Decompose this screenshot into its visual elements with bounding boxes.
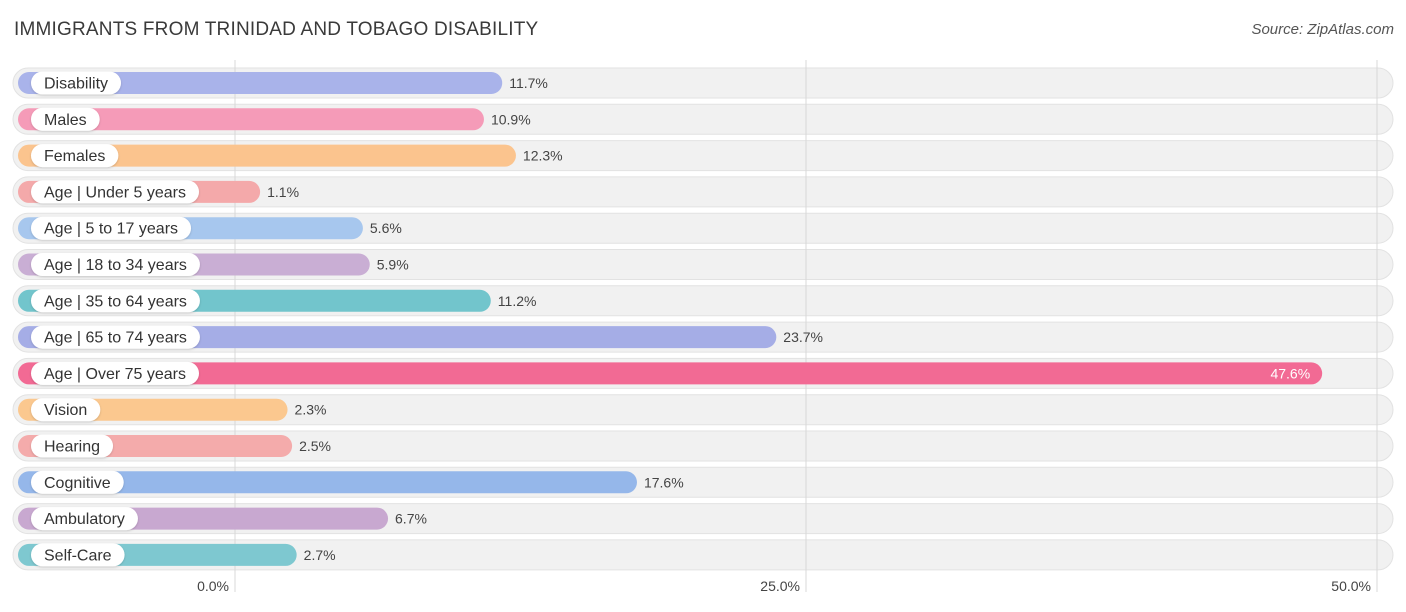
row-track bbox=[12, 539, 1394, 571]
value-label: 11.7% bbox=[509, 75, 548, 91]
category-label: Age | 18 to 34 years bbox=[44, 257, 187, 274]
category-label: Cognitive bbox=[44, 475, 111, 492]
row-track bbox=[12, 394, 1394, 426]
value-label: 47.6% bbox=[1270, 365, 1310, 381]
category-label-pill bbox=[31, 289, 200, 313]
category-label: Age | 5 to 17 years bbox=[44, 221, 178, 238]
x-tick-label: 25.0% bbox=[760, 578, 800, 594]
row-track bbox=[12, 430, 1394, 462]
category-label: Disability bbox=[44, 76, 108, 93]
category-label: Hearing bbox=[44, 439, 100, 456]
bar bbox=[18, 362, 1323, 385]
bar bbox=[18, 471, 637, 494]
category-label-pill bbox=[31, 470, 124, 494]
value-label: 2.5% bbox=[299, 438, 331, 454]
category-label-pill bbox=[31, 71, 122, 95]
category-label: Ambulatory bbox=[44, 511, 125, 528]
category-label-pill bbox=[31, 434, 114, 458]
bar bbox=[18, 72, 503, 94]
value-label: 17.6% bbox=[644, 474, 684, 490]
value-label: 1.1% bbox=[267, 184, 299, 200]
category-label-pill bbox=[31, 507, 138, 531]
value-label: 2.3% bbox=[295, 402, 327, 418]
x-tick-label: 0.0% bbox=[197, 578, 229, 594]
chart-source: Source: ZipAtlas.com bbox=[1251, 21, 1394, 38]
category-label: Females bbox=[44, 148, 105, 165]
x-tick-label: 50.0% bbox=[1331, 578, 1371, 594]
category-label-pill bbox=[31, 180, 200, 204]
value-label: 2.7% bbox=[304, 547, 336, 563]
category-label-pill bbox=[31, 253, 200, 276]
value-label: 23.7% bbox=[783, 329, 823, 345]
bar bbox=[18, 108, 484, 131]
category-label-pill bbox=[31, 107, 100, 131]
category-label-pill bbox=[31, 543, 125, 567]
value-label: 12.3% bbox=[523, 148, 563, 164]
category-label-pill bbox=[31, 398, 101, 422]
value-label: 10.9% bbox=[491, 111, 531, 127]
value-label: 6.7% bbox=[395, 511, 427, 527]
category-label: Age | Over 75 years bbox=[44, 366, 186, 383]
bar bbox=[18, 326, 777, 349]
category-label-pill bbox=[31, 325, 200, 349]
category-label: Age | Under 5 years bbox=[44, 184, 186, 201]
value-label: 5.6% bbox=[370, 220, 402, 236]
category-label-pill bbox=[31, 216, 192, 240]
category-label: Age | 65 to 74 years bbox=[44, 330, 187, 347]
row-track bbox=[12, 176, 1394, 208]
category-label-pill bbox=[31, 361, 199, 385]
category-label: Self-Care bbox=[44, 547, 112, 564]
bar bbox=[18, 144, 516, 167]
value-label: 11.2% bbox=[498, 293, 537, 309]
category-label: Males bbox=[44, 112, 87, 129]
category-label: Vision bbox=[44, 402, 87, 419]
chart-title: IMMIGRANTS FROM TRINIDAD AND TOBAGO DISA… bbox=[14, 19, 539, 40]
value-label: 5.9% bbox=[377, 257, 409, 273]
category-label-pill bbox=[31, 144, 119, 168]
category-label: Age | 35 to 64 years bbox=[44, 293, 187, 310]
